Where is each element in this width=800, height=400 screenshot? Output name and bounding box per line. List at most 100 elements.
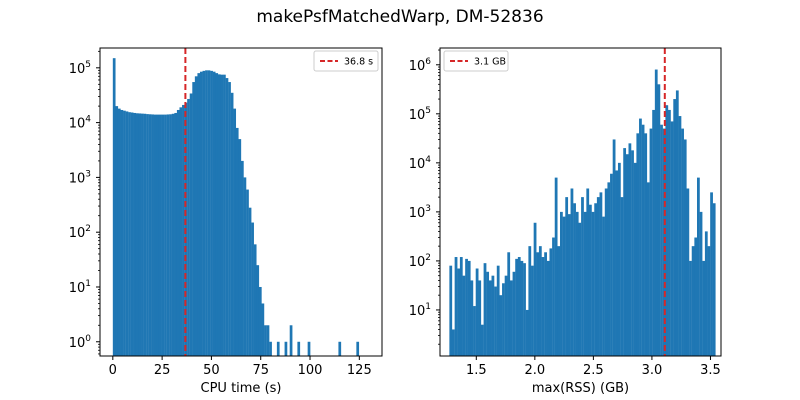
cpu-time-legend-box bbox=[313, 50, 379, 72]
cpu-time-bars bbox=[112, 58, 360, 357]
histogram-bar bbox=[452, 329, 455, 356]
histogram-bar bbox=[654, 69, 658, 356]
max-rss-axes-frame bbox=[439, 47, 722, 357]
x-tick-label: 75 bbox=[252, 363, 269, 378]
histogram-bar bbox=[115, 106, 119, 357]
histogram-bar bbox=[194, 76, 198, 356]
histogram-bar bbox=[166, 114, 170, 357]
histogram-bar bbox=[694, 237, 698, 356]
x-tick-label: 0 bbox=[109, 363, 117, 378]
histogram-bar bbox=[533, 222, 537, 356]
histogram-bar bbox=[573, 203, 576, 356]
histogram-bar bbox=[644, 133, 648, 356]
histogram-bar bbox=[133, 112, 137, 357]
histogram-bar bbox=[243, 177, 247, 356]
histogram-bar bbox=[641, 124, 645, 356]
histogram-bar bbox=[258, 286, 262, 356]
y-tick-label: 103 bbox=[69, 169, 91, 186]
x-tick-label: 50 bbox=[203, 363, 220, 378]
histogram-bar bbox=[207, 70, 211, 356]
histogram-bar bbox=[462, 275, 466, 356]
histogram-bar bbox=[217, 74, 221, 356]
histogram-bar bbox=[586, 188, 590, 356]
histogram-bar bbox=[220, 74, 224, 356]
histogram-bar bbox=[639, 118, 642, 356]
histogram-bar bbox=[675, 90, 679, 357]
histogram-bar bbox=[233, 108, 237, 357]
histogram-bar bbox=[686, 188, 690, 356]
histogram-bar bbox=[591, 211, 595, 356]
y-tick-label: 103 bbox=[409, 204, 431, 221]
histogram-bar bbox=[276, 341, 280, 356]
y-tick-label: 105 bbox=[409, 106, 431, 123]
histogram-bar bbox=[297, 341, 301, 356]
histogram-bar bbox=[707, 246, 711, 356]
histogram-bar bbox=[536, 252, 540, 356]
histogram-bar bbox=[246, 189, 249, 356]
histogram-bar bbox=[625, 154, 629, 356]
histogram-bar bbox=[151, 114, 154, 357]
histogram-bar bbox=[523, 263, 526, 356]
histogram-bar bbox=[631, 150, 634, 356]
histogram-bar bbox=[668, 109, 671, 356]
histogram-bar bbox=[575, 211, 579, 356]
histogram-bar bbox=[187, 98, 190, 356]
histogram-bar bbox=[541, 257, 545, 356]
y-tick-label: 101 bbox=[409, 302, 431, 319]
histogram-bar bbox=[248, 207, 252, 356]
histogram-bar bbox=[199, 71, 203, 356]
histogram-bar bbox=[531, 265, 534, 356]
histogram-bar bbox=[604, 188, 608, 356]
max-rss-histogram: 1.5 2.0 2.5 3.0 3.5 101 102 103 104 105 106 max(R… bbox=[409, 47, 722, 396]
histogram-bar bbox=[673, 99, 677, 356]
histogram-bar bbox=[652, 109, 655, 356]
y-tick-label: 106 bbox=[409, 57, 432, 74]
histogram-bar bbox=[596, 197, 600, 356]
y-tick-label: 102 bbox=[409, 253, 431, 270]
histogram-bar bbox=[128, 112, 131, 357]
histogram-bar bbox=[465, 258, 468, 356]
histogram-bar bbox=[473, 306, 476, 356]
x-tick-label: 3.0 bbox=[642, 363, 663, 378]
histogram-bar bbox=[225, 78, 229, 356]
histogram-bar bbox=[161, 114, 165, 356]
x-tick-label: 2.5 bbox=[583, 363, 604, 378]
histogram-bar bbox=[678, 116, 682, 356]
histogram-bar bbox=[549, 248, 553, 356]
histogram-bar bbox=[557, 246, 561, 356]
histogram-bar bbox=[646, 182, 650, 356]
max-rss-x-axis-label: max(RSS) (GB) bbox=[532, 381, 629, 396]
histogram-bar bbox=[467, 260, 471, 356]
max-rss-legend: 3.1 GB bbox=[443, 50, 509, 72]
histogram-bar bbox=[681, 128, 684, 356]
cpu-time-x-axis-label: CPU time (s) bbox=[201, 381, 282, 396]
histogram-bar bbox=[620, 197, 624, 356]
histogram-bar bbox=[594, 203, 598, 356]
histogram-bar bbox=[356, 341, 360, 356]
x-tick-label: 125 bbox=[347, 363, 372, 378]
histogram-bar bbox=[289, 325, 293, 356]
histogram-bar bbox=[256, 265, 260, 356]
histogram-bar bbox=[125, 111, 129, 357]
y-tick-label: 104 bbox=[409, 155, 432, 172]
histogram-bar bbox=[475, 268, 479, 356]
histogram-bar bbox=[182, 104, 185, 357]
histogram-bar bbox=[704, 231, 708, 356]
histogram-bar bbox=[515, 258, 519, 356]
histogram-bar bbox=[269, 341, 272, 356]
histogram-bar bbox=[562, 216, 566, 356]
x-tick-label: 2.0 bbox=[524, 363, 545, 378]
max-rss-x-ticks: 1.5 2.0 2.5 3.0 3.5 bbox=[466, 356, 721, 378]
histogram-bar bbox=[565, 197, 569, 356]
histogram-bar bbox=[338, 341, 342, 356]
histogram-bar bbox=[146, 114, 149, 356]
y-tick-label: 102 bbox=[69, 224, 91, 241]
histogram-bar bbox=[512, 271, 516, 356]
histogram-bar bbox=[112, 58, 116, 357]
histogram-bar bbox=[480, 324, 484, 356]
histogram-bar bbox=[153, 114, 157, 356]
histogram-bar bbox=[689, 260, 692, 356]
histogram-bar bbox=[660, 124, 663, 356]
histogram-bar bbox=[502, 283, 505, 356]
histogram-bar bbox=[189, 93, 193, 357]
